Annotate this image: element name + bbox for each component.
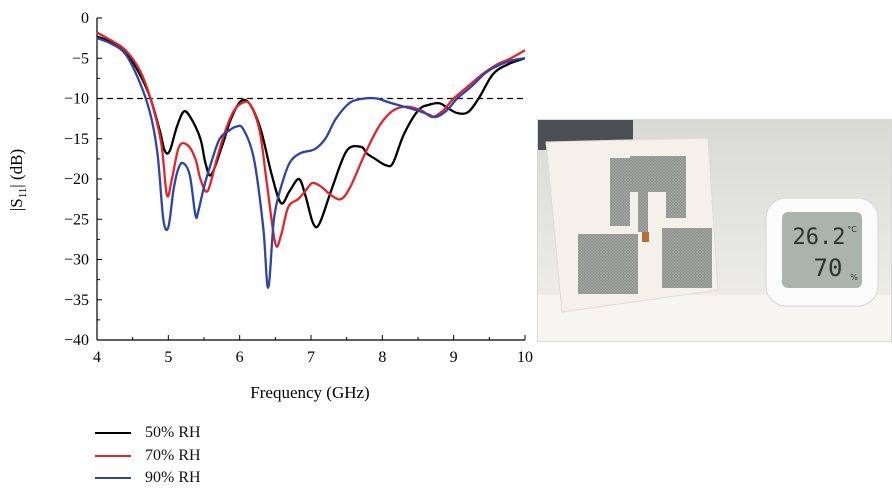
series-line-90rh: [96, 37, 526, 289]
legend-swatch-50rh: [95, 432, 131, 435]
y-tick-label: −30: [64, 252, 89, 269]
thermometer-temperature: 26.2: [793, 225, 846, 250]
series-line-50rh: [96, 35, 526, 229]
thermometer-screen: [782, 212, 862, 288]
y-tick-label: −35: [64, 292, 89, 309]
y-tick-label: 0: [81, 10, 89, 27]
x-tick-label: 6: [236, 349, 244, 366]
plot-area: 4 5 6 7 8 9 10 0 −5 −10 −15 −20 −25 −30 −35 −40: [64, 10, 533, 366]
legend-swatch-70rh: [95, 454, 131, 457]
legend-label-90rh: 90% RH: [145, 469, 201, 487]
sensor-photo: 26.2 °C 70 %: [537, 119, 892, 342]
x-tick-label: 7: [307, 349, 315, 366]
legend-item-50rh: 50% RH: [95, 422, 201, 445]
y-tick-label: −10: [64, 91, 89, 108]
y-tick-label: −40: [64, 332, 89, 349]
x-tick-label: 8: [378, 349, 386, 366]
x-tick-label: 9: [450, 349, 458, 366]
legend: 50% RH 70% RH 90% RH: [95, 422, 201, 490]
chip-icon: [642, 232, 649, 242]
thermometer-temperature-unit: °C: [847, 225, 857, 234]
s11-chart: 4 5 6 7 8 9 10 0 −5 −10 −15 −20 −25 −30 −35 −40 Frequen…: [7, 10, 533, 402]
antenna-pattern: [578, 156, 712, 294]
x-tick-label: 10: [517, 349, 533, 366]
legend-label-70rh: 70% RH: [145, 446, 201, 464]
thermometer-humidity: 70: [814, 254, 843, 282]
x-axis-label: Frequency (GHz): [250, 383, 369, 402]
y-tick-label: −15: [64, 131, 89, 148]
legend-item-90rh: 90% RH: [95, 467, 201, 490]
y-tick-label: −25: [64, 211, 89, 228]
sensor-photo-illustration: 26.2 °C 70 %: [538, 120, 891, 341]
y-axis-label: |S11| (dB): [7, 149, 29, 211]
y-tick-label: −5: [72, 50, 89, 67]
y-tick-label: −20: [64, 171, 89, 188]
x-tick-label: 5: [164, 349, 172, 366]
legend-item-70rh: 70% RH: [95, 445, 201, 468]
thermometer-humidity-unit: %: [850, 273, 858, 282]
legend-swatch-90rh: [95, 477, 131, 480]
x-tick-label: 4: [93, 349, 101, 366]
legend-label-50rh: 50% RH: [145, 424, 201, 442]
